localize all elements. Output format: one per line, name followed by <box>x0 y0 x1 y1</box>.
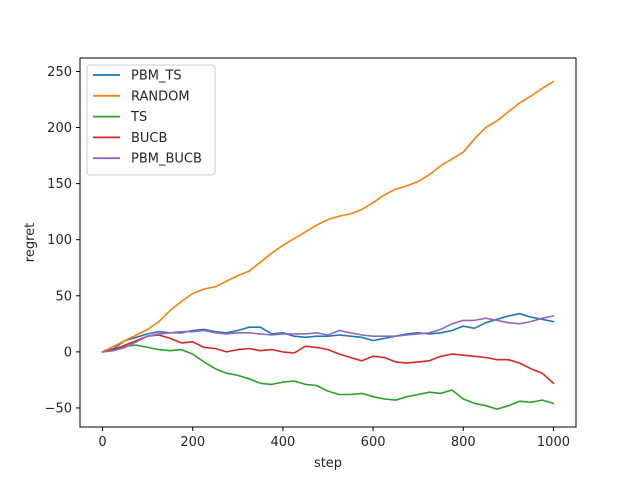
series-line-random <box>101 80 555 353</box>
series-layer <box>101 80 555 410</box>
y-tick-label: 0 <box>64 345 72 360</box>
y-tick-label: 150 <box>47 177 72 192</box>
x-axis-label: step <box>314 456 342 471</box>
y-tick-label: 100 <box>47 233 72 248</box>
plot-frame <box>79 57 577 428</box>
series-line-pbm-bucb <box>101 315 555 353</box>
y-axis-label: regret <box>23 223 38 262</box>
y-tick-label: −50 <box>45 401 72 416</box>
x-tick-label: 800 <box>451 435 476 450</box>
legend-label: PBM_BUCB <box>131 152 202 167</box>
legend-label: PBM_TS <box>131 69 182 84</box>
legend-label: TS <box>130 110 147 125</box>
y-tick-label: 200 <box>47 121 72 136</box>
y-axis-ticks: −50 0 50 100 150 200 250 <box>45 65 80 416</box>
x-axis-ticks: 0 200 400 600 800 1000 <box>98 427 570 450</box>
x-tick-label: 200 <box>180 435 205 450</box>
series-line-bucb <box>101 334 555 385</box>
legend-box <box>86 64 216 176</box>
series-line-ts <box>101 344 555 410</box>
legend-label: RANDOM <box>131 89 190 104</box>
x-tick-label: 1000 <box>537 435 570 450</box>
x-tick-label: 400 <box>270 435 295 450</box>
legend: PBM_TS RANDOM TS BUCB PBM_BUCB <box>86 64 216 176</box>
x-tick-label: 0 <box>98 435 106 450</box>
x-tick-label: 600 <box>361 435 386 450</box>
legend-label: BUCB <box>131 131 167 146</box>
y-tick-label: 50 <box>55 289 72 304</box>
y-tick-label: 250 <box>47 65 72 80</box>
